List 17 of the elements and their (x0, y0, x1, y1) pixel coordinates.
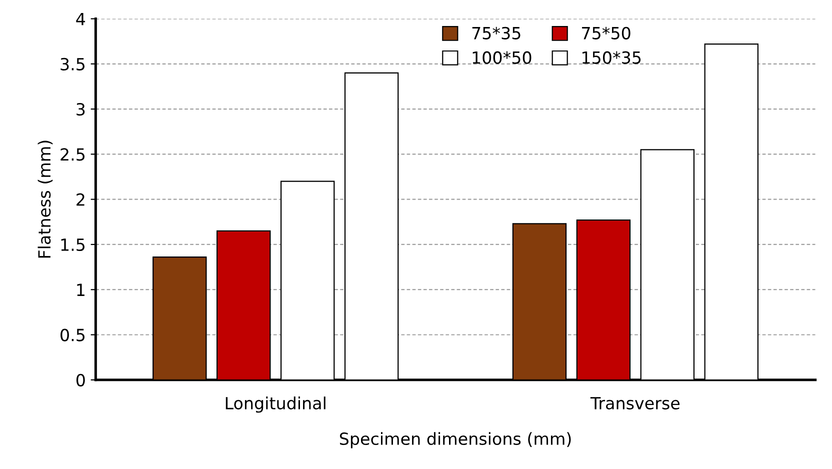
y-tick-label: 1 (77, 284, 84, 296)
y-tick-label: 3.5 (60, 58, 85, 70)
y-tick-label: 1.5 (61, 238, 85, 252)
legend-label: 75*50 (582, 26, 630, 40)
y-tick-label: 4 (76, 12, 86, 26)
legend-label: 100*50 (472, 51, 532, 64)
y-axis-title: Flatness (mm) (38, 140, 53, 258)
x-tick-label: Longitudinal (226, 396, 326, 413)
legend-label: 75*35 (472, 26, 520, 40)
y-tick-label: 2 (76, 193, 84, 206)
y-tick-label: 0.5 (60, 328, 85, 342)
x-tick-label: Transverse (590, 397, 680, 410)
y-tick-label: 0 (76, 374, 85, 386)
x-axis-title: Specimen dimensions (mm) (340, 432, 571, 448)
y-tick-label: 3 (76, 103, 85, 116)
y-tick-label: 2.5 (60, 148, 85, 161)
legend-label: 150*35 (582, 51, 641, 64)
